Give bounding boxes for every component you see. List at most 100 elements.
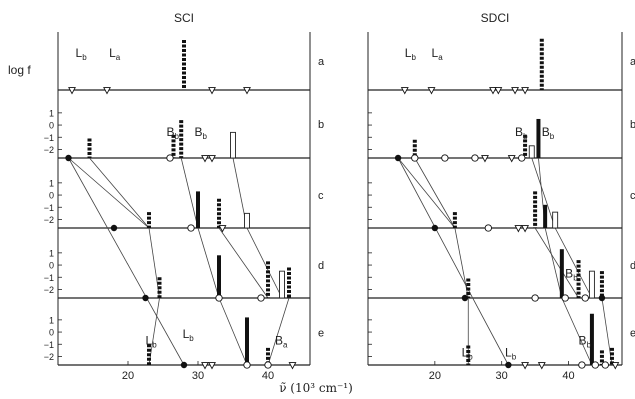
y-tick-label: −1 <box>44 203 54 213</box>
band-label-letter: B <box>195 125 203 139</box>
transition-link <box>397 157 456 229</box>
triangle-marker <box>427 87 436 95</box>
transition-link <box>68 157 185 366</box>
triangle-marker <box>489 87 497 95</box>
bar-solid <box>536 118 541 158</box>
open-circle-marker <box>601 361 609 369</box>
row-label: c <box>630 190 635 202</box>
transition-link <box>267 297 290 366</box>
band-label: Lb <box>76 46 88 62</box>
band-label-letter: L <box>76 46 83 60</box>
row-label: e <box>630 328 635 340</box>
band-label-letter: B <box>579 333 587 347</box>
y-tick-label: 1 <box>49 178 54 188</box>
open-circle-marker <box>518 154 526 162</box>
transition-link <box>534 227 579 299</box>
bar-open <box>552 211 559 229</box>
band-label: Lb <box>405 46 417 62</box>
transition-link <box>397 157 509 366</box>
band-label-letter: B <box>542 125 550 139</box>
y-tick-label: −2 <box>44 145 54 155</box>
y-tick-label: 1 <box>49 108 54 118</box>
x-tick-label: 40 <box>562 370 574 382</box>
band-label: Bb <box>565 266 578 282</box>
y-tick-label: −2 <box>44 215 54 225</box>
y-tick-label: 0 <box>49 121 54 131</box>
open-circle-marker <box>531 294 539 302</box>
open-circle-marker <box>581 294 589 302</box>
triangle-marker <box>521 362 530 370</box>
band-label: Bb <box>167 125 180 141</box>
bar-solid <box>196 191 200 228</box>
triangle-marker <box>400 87 409 95</box>
filled-circle-marker <box>394 154 402 162</box>
transition-link <box>561 297 593 366</box>
bar-solid <box>543 204 548 228</box>
open-circle-marker <box>561 294 569 302</box>
triangle-marker <box>208 362 216 370</box>
band-label: Bb <box>195 125 208 141</box>
row-label: d <box>630 260 635 272</box>
y-tick-label: −2 <box>44 352 54 362</box>
band-label-subscript: a <box>116 53 121 62</box>
y-tick-label: −2 <box>44 285 54 295</box>
transition-link <box>554 227 593 299</box>
triangle-marker <box>481 155 489 163</box>
triangle-marker <box>521 87 530 95</box>
band-label: Lb <box>146 333 158 349</box>
y-tick-label: −1 <box>44 273 54 283</box>
open-circle-marker <box>441 154 449 162</box>
filled-circle-marker <box>431 224 439 232</box>
triangle-marker <box>208 87 216 95</box>
x-axis-label: ν̃ (10³ cm⁻¹) <box>279 381 353 395</box>
open-circle-marker <box>264 361 272 369</box>
band-label-subscript: b <box>175 132 180 141</box>
bar-open <box>279 270 285 299</box>
triangle-marker <box>521 225 530 233</box>
y-tick-label: 0 <box>49 261 54 271</box>
panel-title: SCI <box>174 11 194 25</box>
filled-circle-marker <box>110 224 118 232</box>
transition-link <box>218 297 248 366</box>
band-label: Lb <box>462 345 474 361</box>
transition-link <box>197 227 220 299</box>
row-label: a <box>630 56 635 68</box>
band-label-subscript: b <box>587 340 592 349</box>
triangle-marker <box>103 87 111 95</box>
panel-title: SDCI <box>481 11 510 25</box>
band-label: La <box>432 46 444 62</box>
filled-circle-marker <box>461 294 469 302</box>
open-circle-marker <box>484 224 492 232</box>
transition-link <box>414 157 456 229</box>
y-tick-label: 0 <box>49 191 54 201</box>
triangle-marker <box>288 362 297 370</box>
transition-link <box>531 157 556 229</box>
row-label: d <box>318 260 324 272</box>
band-label-letter: B <box>167 125 175 139</box>
triangle-marker <box>218 225 227 233</box>
triangle-marker <box>537 362 546 370</box>
band-label: Lb <box>183 327 195 343</box>
transition-link <box>180 157 199 229</box>
band-label-letter: L <box>109 46 116 60</box>
y-tick-label: 0 <box>49 328 54 338</box>
band-label-letter: L <box>432 46 439 60</box>
band-label-subscript: b <box>550 132 555 141</box>
x-tick-label: 20 <box>429 370 441 382</box>
bar-solid <box>217 255 221 298</box>
row-label: b <box>318 119 324 131</box>
x-tick-label: 30 <box>496 370 508 382</box>
bar-open <box>528 145 535 159</box>
band-label-subscript: b <box>573 273 578 282</box>
transition-link <box>68 157 150 229</box>
band-label-subscript: b <box>82 53 87 62</box>
row-label: c <box>318 190 324 202</box>
triangle-marker <box>243 87 251 95</box>
open-circle-marker <box>215 294 223 302</box>
y-tick-label: 1 <box>49 248 54 258</box>
band-label-letter: L <box>505 345 512 359</box>
band-label: Bb <box>515 125 528 141</box>
band-label-letter: B <box>515 125 523 139</box>
row-label: a <box>318 56 325 68</box>
